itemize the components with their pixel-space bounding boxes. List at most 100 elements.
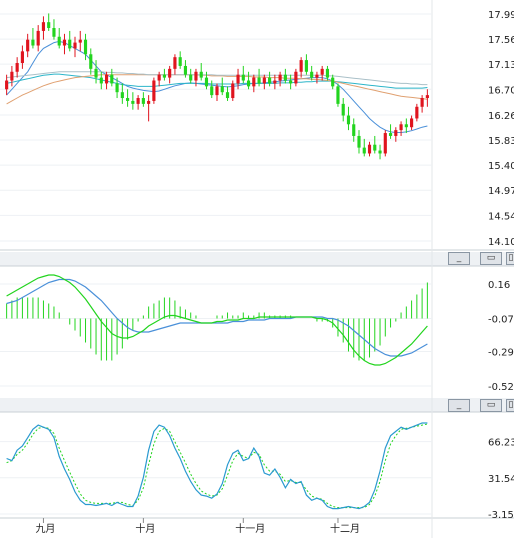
- candle: [378, 144, 382, 160]
- candle-body: [220, 86, 224, 93]
- candle-body: [331, 77, 335, 87]
- candle-body: [47, 22, 51, 29]
- candle: [194, 68, 198, 87]
- candle: [283, 68, 287, 84]
- moving-average-line: [6, 71, 428, 86]
- price-tick-label: 17.56: [488, 35, 514, 46]
- candle: [168, 65, 172, 84]
- candle: [257, 68, 261, 87]
- candle-body: [341, 103, 345, 116]
- candle: [236, 68, 240, 90]
- candle-body: [246, 80, 251, 87]
- candle: [252, 74, 256, 93]
- candle-body: [268, 77, 272, 84]
- candle: [362, 138, 366, 157]
- candle-body: [252, 77, 256, 87]
- macd-panel-maximize-button[interactable]: ▯: [506, 399, 514, 412]
- candle: [399, 121, 403, 136]
- candle: [367, 141, 372, 157]
- candle: [162, 68, 166, 81]
- candle: [83, 33, 88, 61]
- candle-body: [231, 83, 235, 99]
- price-panel-maximize-button[interactable]: ▯: [506, 252, 514, 265]
- maximize-icon: ▯: [508, 253, 514, 263]
- candle: [68, 30, 72, 52]
- candle-body: [310, 71, 314, 78]
- candle: [304, 54, 308, 75]
- price-tick-label: 14.54: [488, 211, 514, 222]
- candle: [420, 95, 424, 113]
- candle-body: [62, 39, 67, 46]
- price-panel-restore-button[interactable]: ▭: [480, 252, 502, 265]
- candle-body: [404, 124, 408, 128]
- candle-body: [83, 39, 88, 55]
- candle: [110, 68, 114, 87]
- candle-body: [104, 74, 109, 84]
- candle: [189, 68, 193, 84]
- candle: [310, 65, 314, 81]
- candle: [136, 95, 140, 110]
- candle-body: [315, 74, 319, 78]
- candle: [352, 118, 356, 142]
- candle-body: [278, 74, 282, 81]
- candle-body: [420, 98, 424, 107]
- macd-panel-minimize-button[interactable]: _: [448, 399, 470, 412]
- candle: [115, 77, 119, 99]
- candle-body: [336, 86, 340, 104]
- candle-body: [320, 68, 324, 75]
- candle-body: [168, 68, 172, 78]
- candle: [26, 33, 30, 58]
- candle: [131, 92, 135, 110]
- macd-panel-restore-button[interactable]: ▭: [480, 399, 502, 412]
- candle-body: [257, 77, 261, 84]
- price-tick-label: 14.10: [488, 237, 514, 248]
- candle-body: [325, 68, 330, 78]
- candle-body: [304, 60, 308, 72]
- candle: [5, 74, 9, 96]
- candle: [120, 83, 124, 104]
- candle: [157, 71, 161, 87]
- minimize-icon: _: [456, 253, 462, 263]
- candle-body: [410, 118, 414, 128]
- candle: [147, 95, 151, 122]
- panel-separator-bar: [0, 252, 514, 266]
- restore-icon: ▭: [486, 400, 496, 410]
- candle: [373, 135, 377, 154]
- candle: [357, 130, 361, 154]
- candle-body: [194, 71, 198, 81]
- candle-body: [189, 74, 193, 81]
- stochastic-tick-label: -3.15: [488, 510, 514, 521]
- candle: [126, 89, 130, 107]
- candle: [10, 65, 14, 87]
- candle: [36, 25, 40, 52]
- candle: [31, 28, 35, 49]
- candle-body: [225, 92, 230, 99]
- price-tick-label: 16.26: [488, 111, 514, 122]
- candle: [404, 118, 408, 134]
- candle: [415, 103, 419, 122]
- restore-icon: ▭: [486, 253, 496, 263]
- candle: [299, 57, 303, 78]
- candle: [215, 83, 219, 101]
- candle: [394, 127, 398, 142]
- candle-body: [273, 80, 277, 84]
- candle-body: [126, 98, 130, 101]
- candle: [289, 74, 293, 90]
- candle: [383, 130, 387, 157]
- candle: [210, 80, 214, 99]
- candle: [246, 71, 251, 90]
- candle: [388, 124, 393, 139]
- candle: [104, 71, 109, 90]
- candle-body: [162, 74, 166, 78]
- candle: [99, 71, 103, 90]
- candle-body: [178, 57, 182, 66]
- candle: [294, 68, 298, 87]
- candlestick-series: [5, 13, 429, 160]
- candle: [336, 83, 340, 107]
- candle-body: [41, 22, 46, 31]
- macd-indicator: [6, 274, 428, 366]
- price-panel-minimize-button[interactable]: _: [448, 252, 470, 265]
- price-tick-label: 16.70: [488, 85, 514, 96]
- candle-body: [173, 57, 177, 69]
- macd-dif-line: [6, 274, 428, 366]
